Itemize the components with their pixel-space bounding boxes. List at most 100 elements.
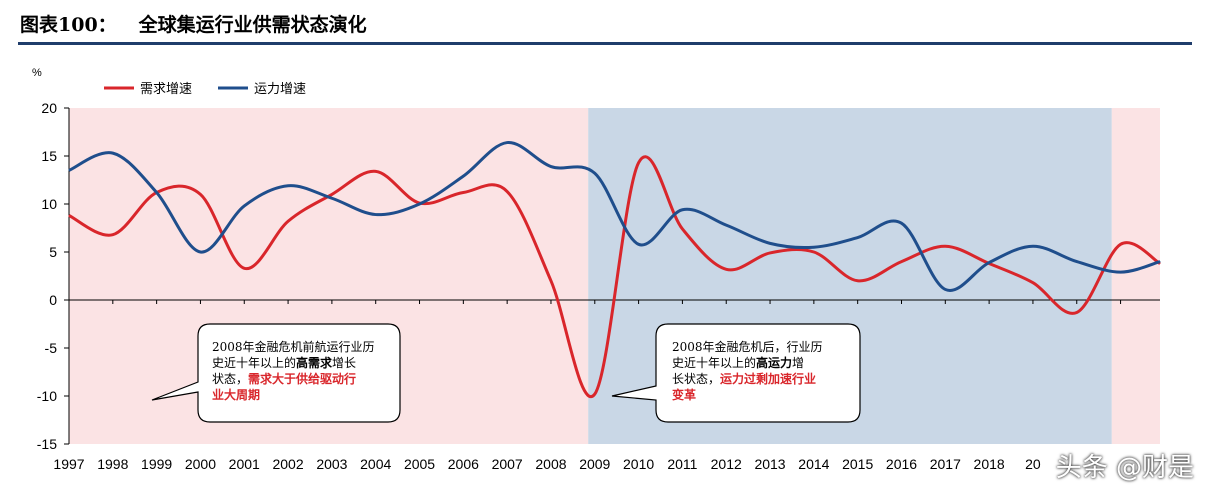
data-point-1 xyxy=(550,166,552,168)
x-tick-label: 2006 xyxy=(448,456,479,472)
data-point-1 xyxy=(813,246,815,248)
data-point-1 xyxy=(375,214,377,216)
x-tick-label: 2005 xyxy=(404,456,435,472)
callout-left: 2008年金融危机前航运行业历 史近十年以上的高需求增长 状态，需求大于供给驱动… xyxy=(212,339,394,403)
data-point-1 xyxy=(857,237,859,239)
x-tick-label: 2002 xyxy=(272,456,303,472)
data-point-1 xyxy=(1076,261,1078,263)
data-point-0 xyxy=(1159,263,1161,265)
series-line-0 xyxy=(68,155,1161,399)
x-tick-label: 2003 xyxy=(316,456,347,472)
data-point-0 xyxy=(375,170,377,172)
x-tick-label: 2007 xyxy=(492,456,523,472)
data-point-0 xyxy=(594,393,596,395)
chart-title: 全球集运行业供需状态演化 xyxy=(138,13,367,36)
data-point-0 xyxy=(944,245,946,247)
x-tick-label: 2013 xyxy=(754,456,785,472)
legend-label-1: 运力增速 xyxy=(254,82,306,97)
callout-right-line2: 史近十年以上的高运力增 xyxy=(672,356,805,370)
data-point-0 xyxy=(900,261,902,263)
data-point-1 xyxy=(68,169,70,171)
data-point-1 xyxy=(331,197,333,199)
x-tick-label: 2009 xyxy=(579,456,610,472)
x-tick-label: 20 xyxy=(1025,456,1041,472)
callout-left-line3: 状态，需求大于供给驱动行 xyxy=(212,372,357,386)
y-tick-label: 10 xyxy=(41,196,57,212)
x-tick-label: 2014 xyxy=(798,456,829,472)
x-tick-label: 2008 xyxy=(535,456,566,472)
callout-right-bubble xyxy=(611,323,861,423)
y-unit-label: % xyxy=(32,67,42,79)
data-point-1 xyxy=(112,152,114,154)
data-point-0 xyxy=(1076,311,1078,313)
x-tick-label: 2012 xyxy=(711,456,742,472)
data-point-0 xyxy=(506,191,508,193)
data-point-0 xyxy=(769,252,771,254)
data-point-0 xyxy=(1120,243,1122,245)
callout-left-line4: 业大周期 xyxy=(212,388,261,402)
data-point-1 xyxy=(900,222,902,224)
legend-label-0: 需求增速 xyxy=(140,82,192,97)
data-point-1 xyxy=(1032,245,1034,247)
data-point-1 xyxy=(1120,271,1122,273)
data-point-0 xyxy=(813,251,815,253)
watermark: 头条 @财是 xyxy=(1055,453,1194,483)
x-tick-label: 1998 xyxy=(97,456,128,472)
x-tick-label: 2018 xyxy=(974,456,1005,472)
x-tick-label: 1999 xyxy=(141,456,172,472)
data-point-0 xyxy=(1032,282,1034,284)
x-tick-label: 2015 xyxy=(842,456,873,472)
data-point-1 xyxy=(199,251,201,253)
data-point-0 xyxy=(243,267,245,269)
data-point-0 xyxy=(681,228,683,230)
x-tick-label: 1997 xyxy=(53,456,84,472)
shaded-region-2 xyxy=(1111,108,1160,444)
x-tick-label: 2001 xyxy=(229,456,260,472)
callout-left-bubble xyxy=(151,323,401,423)
callout-right-line4: 变革 xyxy=(672,388,697,402)
y-tick-label: 20 xyxy=(41,100,57,116)
data-point-1 xyxy=(506,142,508,144)
data-point-1 xyxy=(419,203,421,205)
legend: 需求增速 运力增速 xyxy=(104,82,306,97)
data-point-1 xyxy=(769,242,771,244)
y-tick-label: 0 xyxy=(49,292,57,308)
y-tick-label: 15 xyxy=(41,148,57,164)
data-point-0 xyxy=(550,280,552,282)
x-tick-label: 2017 xyxy=(930,456,961,472)
data-point-0 xyxy=(287,220,289,222)
callout-left-line1: 2008年金融危机前航运行业历 xyxy=(212,340,375,354)
data-point-1 xyxy=(287,185,289,187)
data-point-0 xyxy=(857,280,859,282)
data-point-1 xyxy=(944,288,946,290)
data-point-1 xyxy=(462,175,464,177)
data-point-0 xyxy=(331,193,333,195)
data-point-0 xyxy=(462,191,464,193)
y-tick-label: -15 xyxy=(37,436,57,452)
title-rule xyxy=(18,42,1192,45)
data-point-0 xyxy=(68,215,70,217)
data-point-1 xyxy=(156,191,158,193)
data-point-0 xyxy=(199,193,201,195)
y-tick-label: -10 xyxy=(37,388,57,404)
callout-left-line2: 史近十年以上的高需求增长 xyxy=(212,356,357,370)
data-point-1 xyxy=(725,224,727,226)
data-point-1 xyxy=(1159,261,1161,263)
callout-right: 2008年金融危机后，行业历 史近十年以上的高运力增 长状态，运力过剩加速行业 … xyxy=(672,339,854,403)
header: 图表100： 全球集运行业供需状态演化 xyxy=(20,8,367,38)
x-tick-label: 2011 xyxy=(667,456,697,472)
data-point-0 xyxy=(725,268,727,270)
y-tick-label: -5 xyxy=(45,340,58,356)
x-tick-label: 2000 xyxy=(185,456,216,472)
data-point-1 xyxy=(638,243,640,245)
x-tick-label: 2010 xyxy=(623,456,654,472)
data-point-0 xyxy=(638,162,640,164)
y-tick-label: 5 xyxy=(49,244,57,260)
data-point-1 xyxy=(988,262,990,264)
figure-label: 图表100： xyxy=(20,13,117,36)
x-tick-label: 2016 xyxy=(886,456,917,472)
data-point-1 xyxy=(243,205,245,207)
data-point-0 xyxy=(112,234,114,236)
data-point-1 xyxy=(681,209,683,211)
